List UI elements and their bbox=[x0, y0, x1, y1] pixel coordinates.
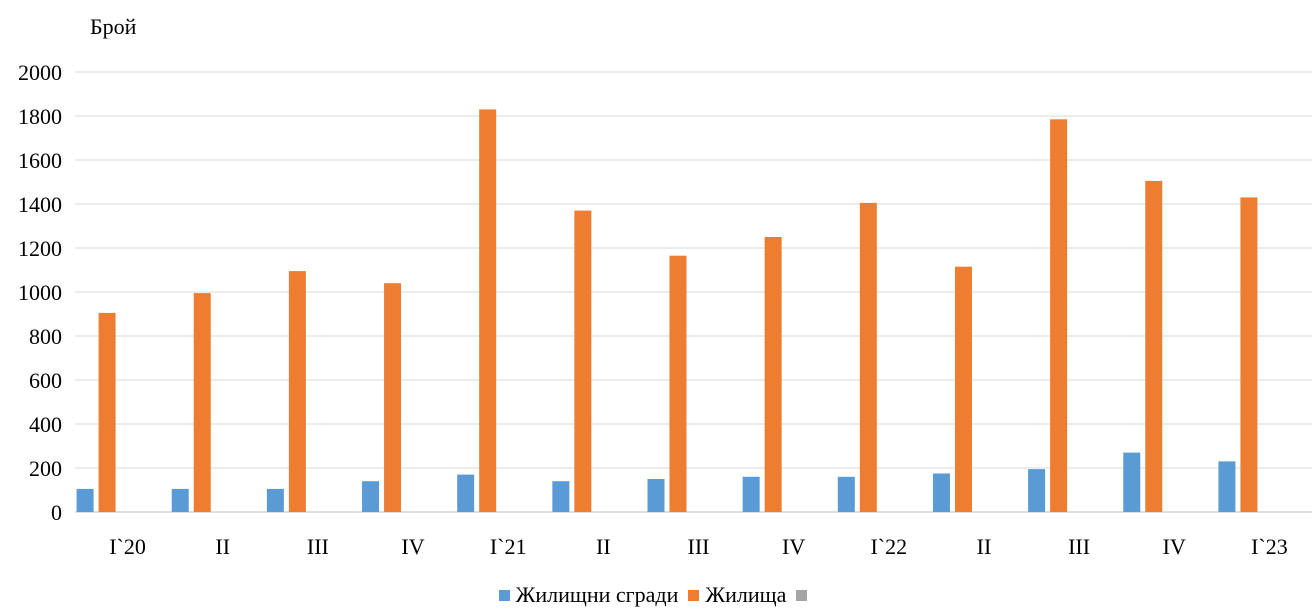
bar-1-10 bbox=[932, 473, 950, 512]
y-tick-label: 1600 bbox=[18, 148, 62, 173]
y-tick-label: 0 bbox=[51, 500, 62, 525]
bar-2-6 bbox=[574, 210, 592, 512]
bar-1-7 bbox=[647, 479, 665, 512]
bar-1-3 bbox=[266, 488, 284, 512]
x-tick-label: IV bbox=[401, 534, 424, 559]
y-tick-label: 1200 bbox=[18, 236, 62, 261]
bar-2-5 bbox=[479, 109, 497, 513]
y-tick-label: 600 bbox=[29, 368, 62, 393]
bar-2-11 bbox=[1050, 119, 1068, 513]
legend-swatch bbox=[498, 589, 510, 601]
y-tick-label: 400 bbox=[29, 412, 62, 437]
bar-1-12 bbox=[1123, 452, 1141, 512]
bar-2-1 bbox=[98, 312, 116, 512]
x-tick-label: IV bbox=[1163, 534, 1186, 559]
bar-2-10 bbox=[954, 266, 972, 512]
bars bbox=[76, 109, 1258, 513]
bar-2-8 bbox=[764, 237, 782, 512]
bar-1-1 bbox=[76, 488, 94, 512]
bar-2-3 bbox=[288, 271, 306, 512]
legend-item-3 bbox=[796, 589, 813, 601]
x-tick-label: I`21 bbox=[490, 534, 527, 559]
legend-label: Жилища bbox=[705, 582, 787, 607]
y-tick-label: 800 bbox=[29, 324, 62, 349]
bar-chart: 0 200 400 600 800 1000 1200 1400 1600 1800 2000 I`… bbox=[18, 60, 1312, 559]
legend: Жилищни сгради Жилища bbox=[0, 582, 1312, 608]
bar-2-13 bbox=[1240, 197, 1258, 512]
bar-1-13 bbox=[1218, 461, 1236, 512]
x-tick-label: I`23 bbox=[1251, 534, 1288, 559]
y-tick-labels: 0 200 400 600 800 1000 1200 1400 1600 1800 2000 bbox=[18, 60, 62, 525]
y-tick-label: 1800 bbox=[18, 104, 62, 129]
bar-2-2 bbox=[193, 293, 211, 512]
y-tick-label: 1000 bbox=[18, 280, 62, 305]
y-tick-label: 2000 bbox=[18, 60, 62, 85]
x-tick-labels: I`20 II III IV I`21 II III IV I`22 II III IV I`23 bbox=[109, 534, 1288, 559]
legend-item-1: Жилищни сгради bbox=[498, 582, 679, 608]
x-tick-label: II bbox=[596, 534, 611, 559]
y-tick-label: 200 bbox=[29, 456, 62, 481]
legend-swatch bbox=[688, 589, 700, 601]
bar-1-4 bbox=[362, 481, 380, 512]
bar-2-7 bbox=[669, 255, 687, 512]
bar-2-9 bbox=[859, 202, 877, 512]
x-tick-label: I`22 bbox=[870, 534, 907, 559]
bar-1-9 bbox=[837, 476, 855, 512]
x-tick-label: IV bbox=[782, 534, 805, 559]
legend-swatch bbox=[796, 589, 808, 601]
y-tick-label: 1400 bbox=[18, 192, 62, 217]
legend-item-2: Жилища bbox=[688, 582, 786, 608]
y-axis-title: Брой bbox=[90, 14, 137, 39]
x-tick-label: III bbox=[688, 534, 710, 559]
x-tick-label: I`20 bbox=[109, 534, 146, 559]
grid-lines bbox=[75, 71, 1312, 513]
x-tick-label: III bbox=[307, 534, 329, 559]
bar-1-5 bbox=[457, 474, 475, 512]
bar-1-2 bbox=[171, 488, 189, 512]
bar-2-4 bbox=[384, 283, 402, 512]
bar-1-11 bbox=[1028, 469, 1046, 512]
x-tick-label: II bbox=[215, 534, 230, 559]
legend-label: Жилищни сгради bbox=[515, 582, 679, 607]
bar-2-12 bbox=[1145, 180, 1163, 512]
bar-1-8 bbox=[742, 476, 760, 512]
x-tick-label: II bbox=[977, 534, 992, 559]
bar-1-6 bbox=[552, 481, 570, 512]
x-tick-label: III bbox=[1068, 534, 1090, 559]
